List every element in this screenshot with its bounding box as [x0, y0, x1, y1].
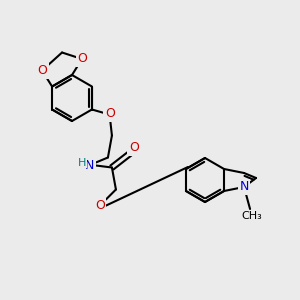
Text: H: H: [78, 158, 86, 167]
Text: CH₃: CH₃: [242, 211, 262, 221]
Text: N: N: [239, 181, 249, 194]
Text: O: O: [129, 141, 139, 154]
Text: O: O: [37, 64, 47, 77]
Text: O: O: [77, 52, 87, 65]
Text: O: O: [95, 199, 105, 212]
Text: O: O: [105, 107, 115, 120]
Text: N: N: [85, 159, 94, 172]
